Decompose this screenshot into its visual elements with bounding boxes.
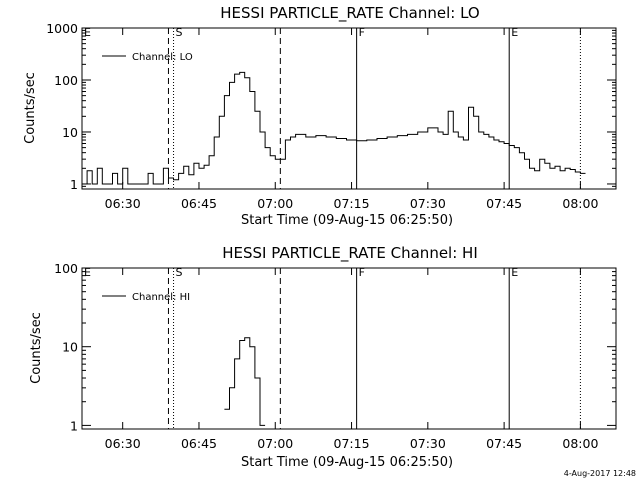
y-tick-label: 1 [70, 418, 78, 433]
x-tick-label: 07:15 [334, 196, 370, 211]
x-axis-label: Start Time (09-Aug-15 06:25:50) [241, 213, 453, 228]
plot-frame [81, 27, 617, 190]
x-tick-label: 06:30 [105, 436, 141, 451]
y-tick-label: 10 [62, 125, 78, 140]
marker-label: E [84, 266, 91, 279]
x-axis-label: Start Time (09-Aug-15 06:25:50) [241, 455, 453, 470]
x-tick-label: 08:00 [562, 436, 598, 451]
legend-label: Channel: LO [132, 52, 193, 63]
y-tick-label: 10 [62, 340, 78, 355]
plot-area: 06:30 06:45 07:00 07:15 07:30 07:45 08:00 1 10 10… [54, 261, 617, 451]
marker-label: E [84, 26, 91, 39]
x-tick-label: 07:45 [486, 436, 522, 451]
marker-label: F [359, 266, 365, 279]
x-tick-label: 06:45 [181, 196, 217, 211]
x-tick-label: 07:15 [334, 436, 370, 451]
plot-frame [81, 267, 617, 430]
x-tick-label: 07:45 [486, 196, 522, 211]
y-axis-label: Counts/sec [23, 72, 38, 144]
legend-label: Channel: HI [132, 292, 190, 303]
x-tick-label: 07:30 [410, 196, 446, 211]
marker-label: S [176, 266, 183, 279]
x-tick-label: 07:30 [410, 436, 446, 451]
y-axis-label: Counts/sec [29, 312, 44, 384]
plot-area: 06:30 06:45 07:00 07:15 07:30 07:45 08:00 1 10 10… [46, 21, 617, 211]
timestamp: 4-Aug-2017 12:48 [564, 469, 636, 478]
y-tick-label: 100 [54, 73, 78, 88]
marker-label: F [359, 26, 365, 39]
panel-title: HESSI PARTICLE_RATE Channel: HI [222, 244, 478, 263]
y-tick-label: 100 [54, 261, 78, 276]
x-tick-label: 06:45 [181, 436, 217, 451]
marker-label: E [511, 26, 518, 39]
y-tick-label: 1 [70, 177, 78, 192]
series-line [224, 337, 266, 426]
y-tick-label: 1000 [46, 21, 78, 36]
x-tick-label: 06:30 [105, 196, 141, 211]
x-tick-label: 08:00 [562, 196, 598, 211]
marker-label: E [511, 266, 518, 279]
x-tick-label: 07:00 [257, 196, 293, 211]
series-line [82, 71, 586, 185]
marker-label: S [176, 26, 183, 39]
panel-title: HESSI PARTICLE_RATE Channel: LO [220, 4, 479, 23]
x-tick-label: 07:00 [257, 436, 293, 451]
panel-hi: HESSI PARTICLE_RATE Channel: HI Counts/s… [29, 244, 617, 470]
panel-lo: HESSI PARTICLE_RATE Channel: LO Counts/s… [23, 4, 617, 228]
